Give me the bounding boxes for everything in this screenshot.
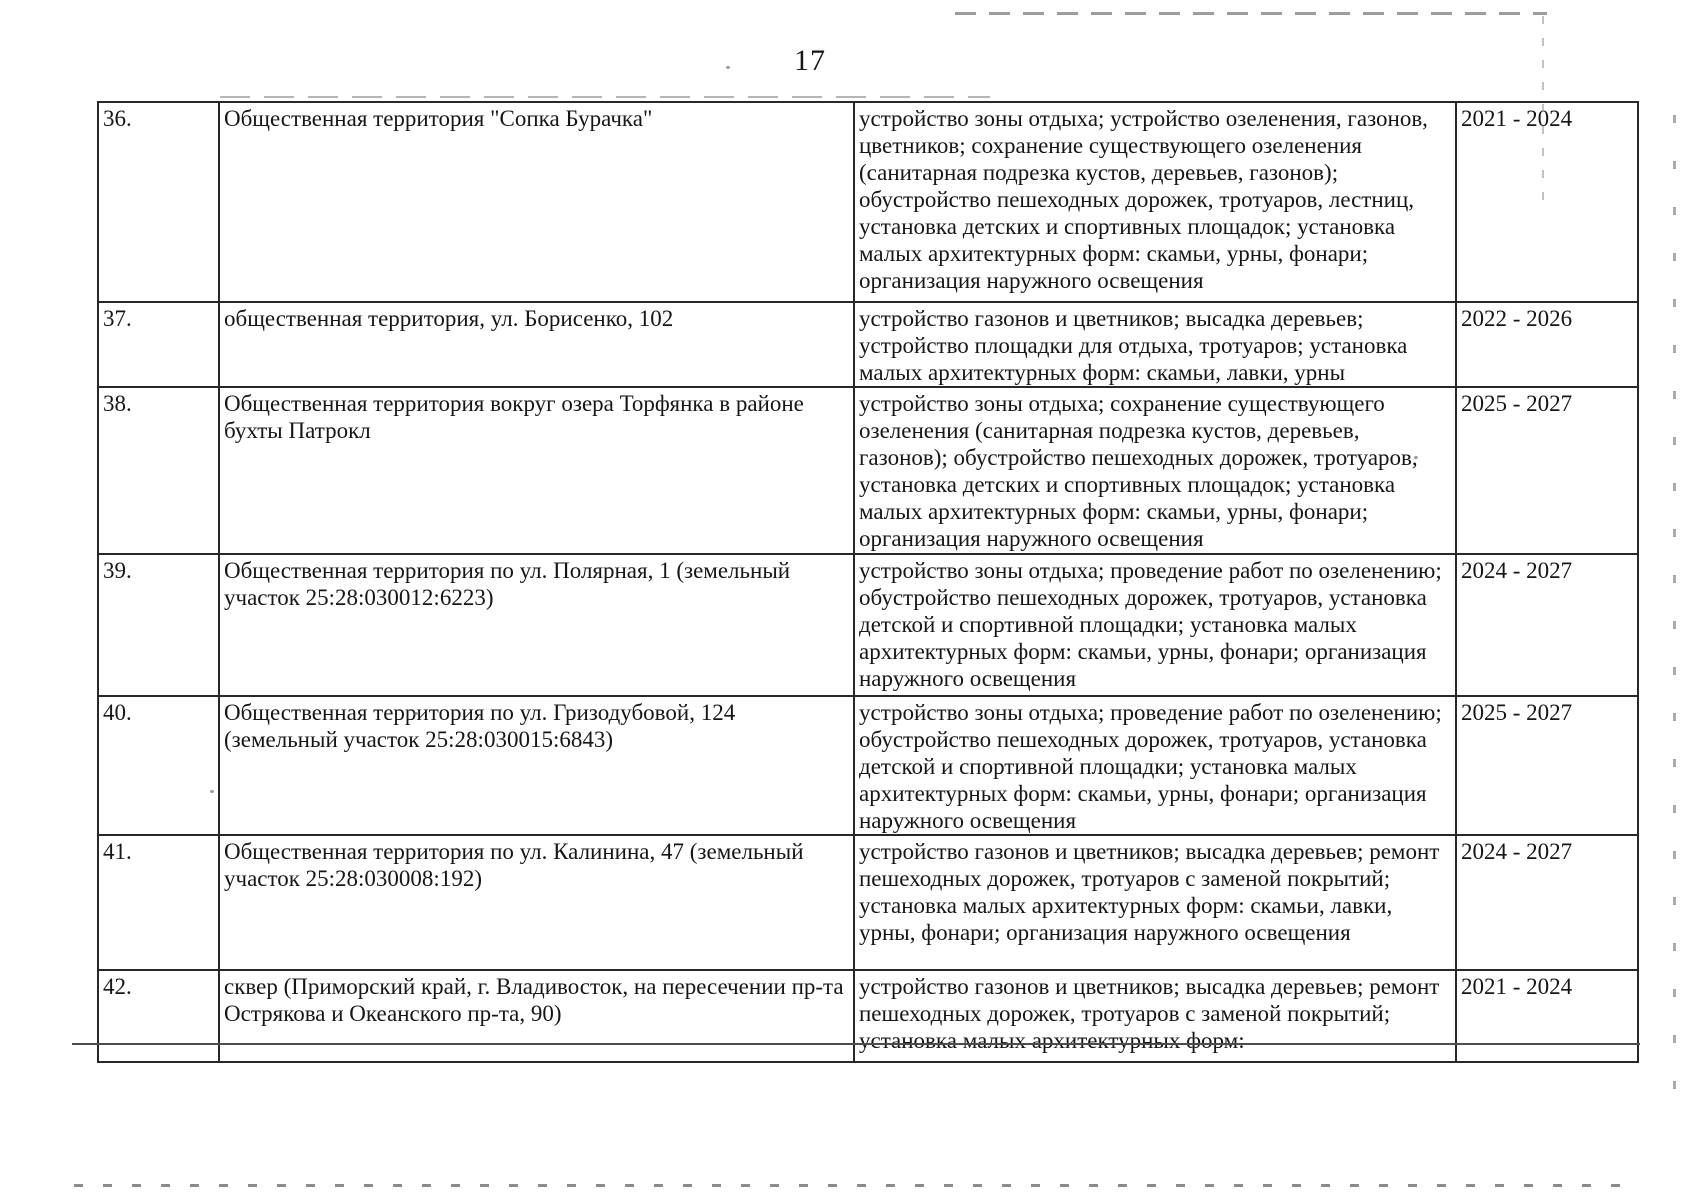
scan-artifact-table-top-fuzz [220, 96, 990, 98]
territory-name-cell: Общественная территория по ул. Полярная,… [218, 553, 855, 697]
table-row: 42. сквер (Приморский край, г. Владивост… [97, 969, 1639, 1063]
works-description-cell: устройство газонов и цветников; высадка … [853, 834, 1457, 971]
row-number-cell: 38. [97, 386, 220, 555]
years-range-cell: 2021 - 2024 [1455, 101, 1639, 303]
scan-artifact-right-edge-ticks [1673, 115, 1676, 1105]
row-number-cell: 42. [97, 969, 220, 1063]
works-description-cell: устройство зоны отдыха; проведение работ… [853, 695, 1457, 836]
improvement-table-body: 36. Общественная территория "Сопка Бурач… [97, 101, 1639, 1063]
improvement-works-table: 36. Общественная территория "Сопка Бурач… [97, 101, 1639, 1063]
territory-name-cell: Общественная территория по ул. Калинина,… [218, 834, 855, 971]
table-row: 37. общественная территория, ул. Борисен… [97, 301, 1639, 388]
row-number-cell: 41. [97, 834, 220, 971]
page-number: 17 [794, 44, 826, 77]
territory-name-cell: сквер (Приморский край, г. Владивосток, … [218, 969, 855, 1063]
works-description-cell: устройство газонов и цветников; высадка … [853, 301, 1457, 388]
territory-name-cell: Общественная территория вокруг озера Тор… [218, 386, 855, 555]
years-range-cell: 2024 - 2027 [1455, 553, 1639, 697]
table-row: 39. Общественная территория по ул. Поляр… [97, 553, 1639, 697]
territory-name-cell: Общественная территория по ул. Гризодубо… [218, 695, 855, 836]
table-row: 38. Общественная территория вокруг озера… [97, 386, 1639, 555]
row-number-cell: 36. [97, 101, 220, 303]
row-number-cell: 39. [97, 553, 220, 697]
row-number-cell: 40. [97, 695, 220, 836]
years-range-cell: 2024 - 2027 [1455, 834, 1639, 971]
works-description-cell: устройство зоны отдыха; устройство озеле… [853, 101, 1457, 303]
territory-name-cell: Общественная территория "Сопка Бурачка" [218, 101, 855, 303]
years-range-cell: 2021 - 2024 [1455, 969, 1639, 1063]
years-range-cell: 2025 - 2027 [1455, 695, 1639, 836]
row-number-cell: 37. [97, 301, 220, 388]
scan-artifact-bottom-dots [74, 1184, 1630, 1187]
table-row: 36. Общественная территория "Сопка Бурач… [97, 101, 1639, 303]
years-range-cell: 2022 - 2026 [1455, 301, 1639, 388]
works-description-cell: устройство зоны отдыха; сохранение сущес… [853, 386, 1457, 555]
table-row: 41. Общественная территория по ул. Калин… [97, 834, 1639, 971]
ink-speck [726, 66, 730, 69]
works-description-cell: устройство газонов и цветников; высадка … [853, 969, 1457, 1063]
years-range-cell: 2025 - 2027 [1455, 386, 1639, 555]
works-description-cell: устройство зоны отдыха; проведение работ… [853, 553, 1457, 697]
territory-name-cell: общественная территория, ул. Борисенко, … [218, 301, 855, 388]
scan-artifact-top-dashes [955, 12, 1547, 15]
table-row: 40. Общественная территория по ул. Гризо… [97, 695, 1639, 836]
